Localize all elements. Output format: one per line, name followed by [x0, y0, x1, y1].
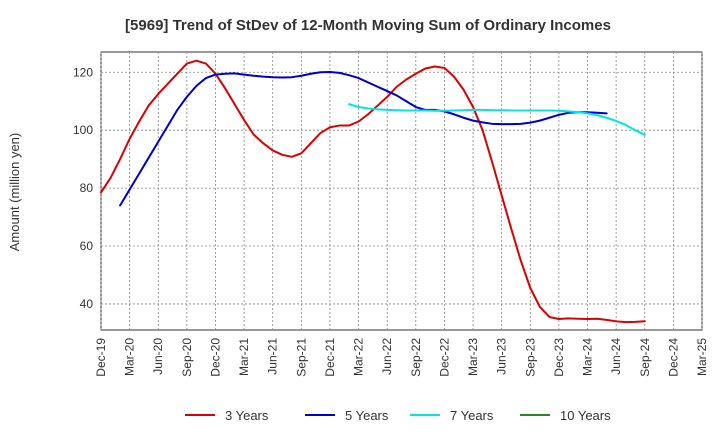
x-tick-label: Dec-21	[323, 338, 337, 377]
x-axis-ticks: Dec-19 Mar-20 Jun-20 Sep-20 Dec-20 Mar-21 Jun-…	[94, 338, 709, 377]
series-line-7-years	[348, 103, 646, 136]
x-tick-label: Jun-21	[266, 338, 280, 375]
x-tick-label: Sep-24	[638, 338, 652, 377]
x-tick-label: Sep-20	[180, 338, 194, 377]
y-tick-label: 120	[73, 65, 93, 79]
series-line-5-years	[119, 70, 608, 207]
x-tick-label: Jun-22	[380, 338, 394, 375]
grid-lines	[100, 52, 703, 330]
x-tick-label: Mar-23	[466, 338, 480, 376]
legend-label-5-years: 5 Years	[345, 408, 389, 423]
y-tick-label: 80	[80, 181, 94, 195]
y-tick-label: 60	[80, 239, 94, 253]
x-tick-label: Dec-19	[94, 338, 108, 377]
y-tick-label: 40	[80, 297, 94, 311]
x-tick-label: Sep-23	[523, 338, 537, 377]
y-axis-label: Amount (million yen)	[7, 133, 22, 252]
x-tick-label: Jun-23	[495, 338, 509, 375]
legend-label-10-years: 10 Years	[560, 408, 611, 423]
x-tick-label: Sep-21	[294, 338, 308, 377]
y-tick-label: 100	[73, 123, 93, 137]
x-tick-label: Dec-23	[552, 338, 566, 377]
x-tick-label: Dec-22	[437, 338, 451, 377]
series-line-3-years	[100, 59, 646, 324]
x-tick-label: Jun-20	[151, 338, 165, 375]
x-tick-label: Mar-24	[581, 338, 595, 376]
x-tick-label: Mar-22	[352, 338, 366, 376]
series-layer	[100, 59, 646, 324]
x-tick-label: Jun-24	[609, 338, 623, 375]
x-tick-label: Sep-22	[409, 338, 423, 377]
legend: 3 Years 5 Years 7 Years 10 Years	[185, 408, 611, 423]
x-tick-label: Mar-20	[123, 338, 137, 376]
x-tick-label: Mar-25	[695, 338, 709, 376]
x-tick-label: Dec-24	[666, 338, 680, 377]
plot-frame	[100, 51, 703, 331]
legend-label-3-years: 3 Years	[225, 408, 269, 423]
plot-area	[100, 51, 703, 331]
chart-title: [5969] Trend of StDev of 12-Month Moving…	[125, 17, 611, 34]
legend-label-7-years: 7 Years	[450, 408, 494, 423]
x-tick-label: Dec-20	[208, 338, 222, 377]
x-tick-label: Mar-21	[237, 338, 251, 376]
y-axis-ticks: 40 60 80 100 120	[73, 65, 93, 311]
